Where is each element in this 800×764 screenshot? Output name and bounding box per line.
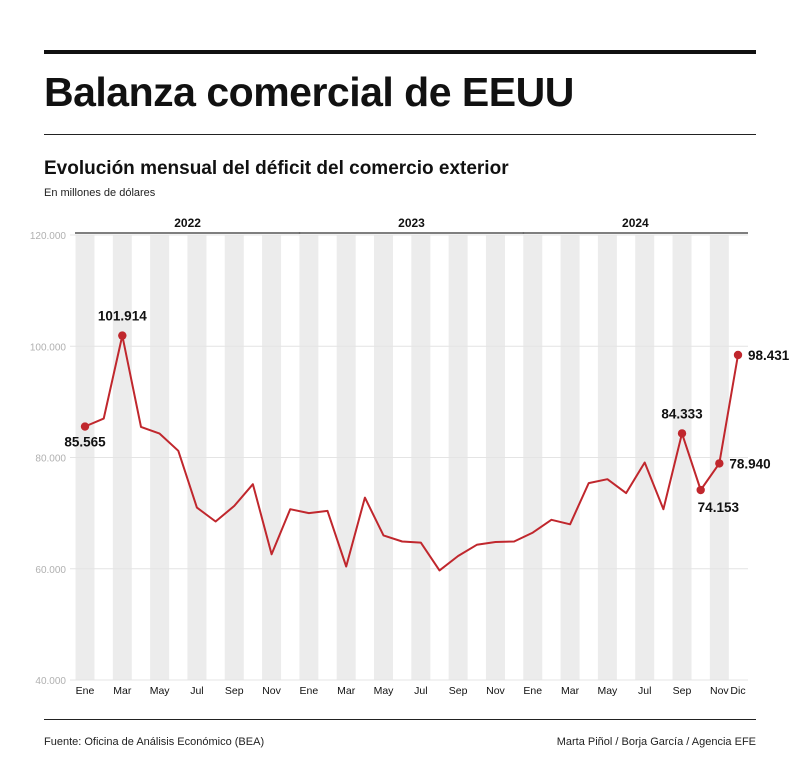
x-tick-label: May	[150, 685, 171, 697]
year-label: 2023	[398, 216, 425, 230]
x-tick-label: Ene	[523, 685, 542, 697]
data-point	[118, 331, 127, 340]
year-label: 2022	[174, 216, 201, 230]
data-point	[715, 459, 724, 468]
year-label: 2024	[622, 216, 649, 230]
grid-layer	[70, 234, 748, 681]
x-tick-label: Jul	[190, 685, 203, 697]
x-tick-label: Nov	[710, 685, 729, 697]
top-rule	[44, 50, 756, 54]
year-headers-layer: 2022 2023 2024	[75, 216, 748, 234]
y-tick-label: 120.000	[30, 231, 67, 242]
data-point	[696, 485, 705, 495]
bottom-rule	[44, 719, 756, 720]
chart-subtitle: Evolución mensual del déficit del comerc…	[44, 158, 509, 179]
x-tick-label: Sep	[225, 685, 244, 697]
x-tick-label: Sep	[449, 685, 468, 697]
y-tick-labels-layer: 40.000 60.000 80.000 100.000 120.000	[30, 231, 67, 687]
x-tick-label: May	[597, 685, 618, 697]
title-rule	[44, 134, 756, 135]
y-tick-label: 40.000	[35, 676, 66, 687]
data-label: 98.431	[748, 348, 790, 363]
x-tick-label: Ene	[300, 685, 319, 697]
y-tick-label: 60.000	[35, 565, 66, 576]
data-point	[733, 350, 743, 360]
x-tick-label: Nov	[262, 685, 281, 697]
source-note: Fuente: Oficina de Análisis Económico (B…	[44, 736, 265, 748]
x-tick-label: May	[374, 685, 395, 697]
x-tick-label: Sep	[673, 685, 692, 697]
credit-note: Marta Piñol / Borja García / Agencia EFE	[556, 736, 756, 748]
chart: 2022 2023 2024 40.000 60.000 80.000 100.000 12…	[30, 216, 790, 697]
data-label: 74.153	[698, 500, 740, 515]
data-label: 101.914	[98, 309, 147, 324]
data-point	[677, 429, 687, 438]
x-tick-label: Mar	[113, 685, 132, 697]
x-tick-label: Ene	[76, 685, 95, 697]
x-tick-label: Jul	[638, 685, 651, 697]
data-label: 85.565	[64, 435, 106, 450]
page-title: Balanza comercial de EEUU	[44, 69, 574, 115]
y-tick-label: 80.000	[35, 454, 66, 465]
x-tick-label: Mar	[561, 685, 580, 697]
series-layer	[80, 331, 743, 572]
x-tick-label: Nov	[486, 685, 505, 697]
series-line	[84, 334, 739, 572]
x-tick-labels-layer: Ene Mar May Jul Sep Nov Ene Mar May Jul Sep Nov Ene M…	[76, 685, 746, 697]
x-tick-label: Jul	[414, 685, 427, 697]
units-label: En millones de dólares	[44, 187, 156, 199]
data-labels-layer: 85.565 101.914 84.333 74.153 78.940 98.431	[64, 309, 789, 515]
x-tick-label: Mar	[337, 685, 356, 697]
x-tick-label: Dic	[730, 685, 745, 697]
data-label: 84.333	[661, 406, 703, 421]
data-label: 78.940	[729, 456, 770, 471]
y-tick-label: 100.000	[30, 342, 67, 353]
data-point	[80, 422, 90, 431]
